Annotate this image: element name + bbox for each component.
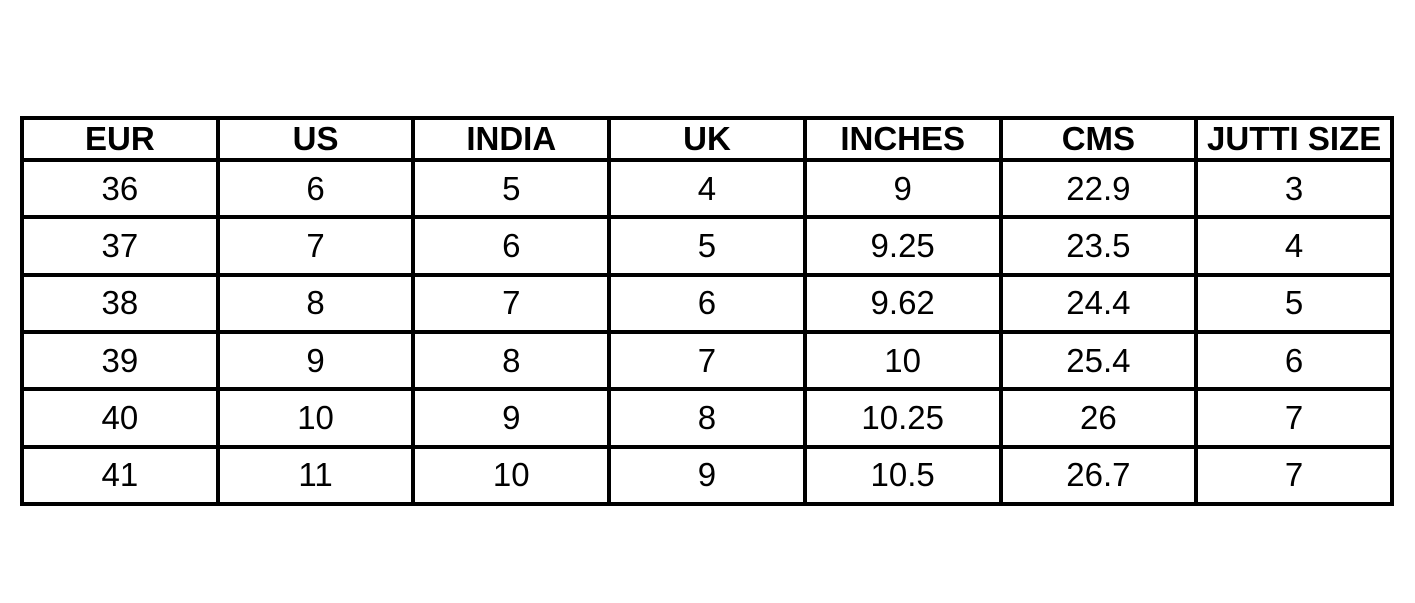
table-cell: 25.4: [998, 329, 1199, 392]
table-cell: 39: [20, 329, 220, 392]
header-cell: EUR: [20, 116, 220, 162]
header-cell: INCHES: [802, 116, 1003, 162]
table-cell: 9: [607, 444, 807, 507]
table-cell: 6: [411, 215, 612, 277]
table-row: 37 7 6 5 9.25 23.5 4: [20, 215, 1394, 277]
table-row: 38 8 7 6 9.62 24.4 5: [20, 272, 1394, 334]
table-head: EUR US INDIA UK INCHES CMS JUTTI SIZE: [20, 116, 1394, 162]
table-cell: 23.5: [998, 215, 1199, 277]
table-row: 39 9 8 7 10 25.4 6: [20, 329, 1394, 392]
table-cell: 5: [607, 215, 807, 277]
table-cell: 5: [411, 157, 612, 220]
table-cell: 10: [215, 387, 416, 449]
table-cell: 6: [215, 157, 416, 220]
table-cell: 10: [411, 444, 612, 507]
table-cell: 5: [1194, 272, 1394, 334]
table-cell: 9.62: [802, 272, 1003, 334]
table-cell: 40: [20, 387, 220, 449]
table-body: 36 6 5 4 9 22.9 3 37 7 6 5 9.25 23.5 4 38 8 7 6 9.62 24.4 5 3…: [20, 157, 1394, 507]
header-cell: INDIA: [411, 116, 612, 162]
table-cell: 8: [411, 329, 612, 392]
table-cell: 6: [1194, 329, 1394, 392]
table-cell: 38: [20, 272, 220, 334]
table-cell: 26.7: [998, 444, 1199, 507]
table-cell: 37: [20, 215, 220, 277]
table-cell: 11: [215, 444, 416, 507]
table-cell: 7: [1194, 444, 1394, 507]
table-cell: 10.5: [802, 444, 1003, 507]
header-cell: JUTTI SIZE: [1194, 116, 1394, 162]
header-cell: CMS: [998, 116, 1199, 162]
header-row: EUR US INDIA UK INCHES CMS JUTTI SIZE: [20, 116, 1394, 162]
table-cell: 3: [1194, 157, 1394, 220]
table-cell: 4: [1194, 215, 1394, 277]
header-cell: UK: [607, 116, 807, 162]
table-cell: 36: [20, 157, 220, 220]
table-cell: 9: [802, 157, 1003, 220]
table-cell: 22.9: [998, 157, 1199, 220]
table-cell: 26: [998, 387, 1199, 449]
table-cell: 7: [607, 329, 807, 392]
table-cell: 6: [607, 272, 807, 334]
table-cell: 8: [607, 387, 807, 449]
table-cell: 9: [411, 387, 612, 449]
table-cell: 7: [1194, 387, 1394, 449]
table-cell: 10.25: [802, 387, 1003, 449]
table-row: 36 6 5 4 9 22.9 3: [20, 157, 1394, 220]
table-cell: 9.25: [802, 215, 1003, 277]
table-cell: 41: [20, 444, 220, 507]
table-cell: 4: [607, 157, 807, 220]
table-cell: 10: [802, 329, 1003, 392]
header-cell: US: [215, 116, 416, 162]
table-cell: 7: [215, 215, 416, 277]
size-table: EUR US INDIA UK INCHES CMS JUTTI SIZE 36 6 5 4 9 22…: [20, 116, 1394, 507]
table-cell: 7: [411, 272, 612, 334]
table-row: 40 10 9 8 10.25 26 7: [20, 387, 1394, 449]
table-cell: 8: [215, 272, 416, 334]
table-cell: 9: [215, 329, 416, 392]
table-cell: 24.4: [998, 272, 1199, 334]
table-row: 41 11 10 9 10.5 26.7 7: [20, 444, 1394, 507]
